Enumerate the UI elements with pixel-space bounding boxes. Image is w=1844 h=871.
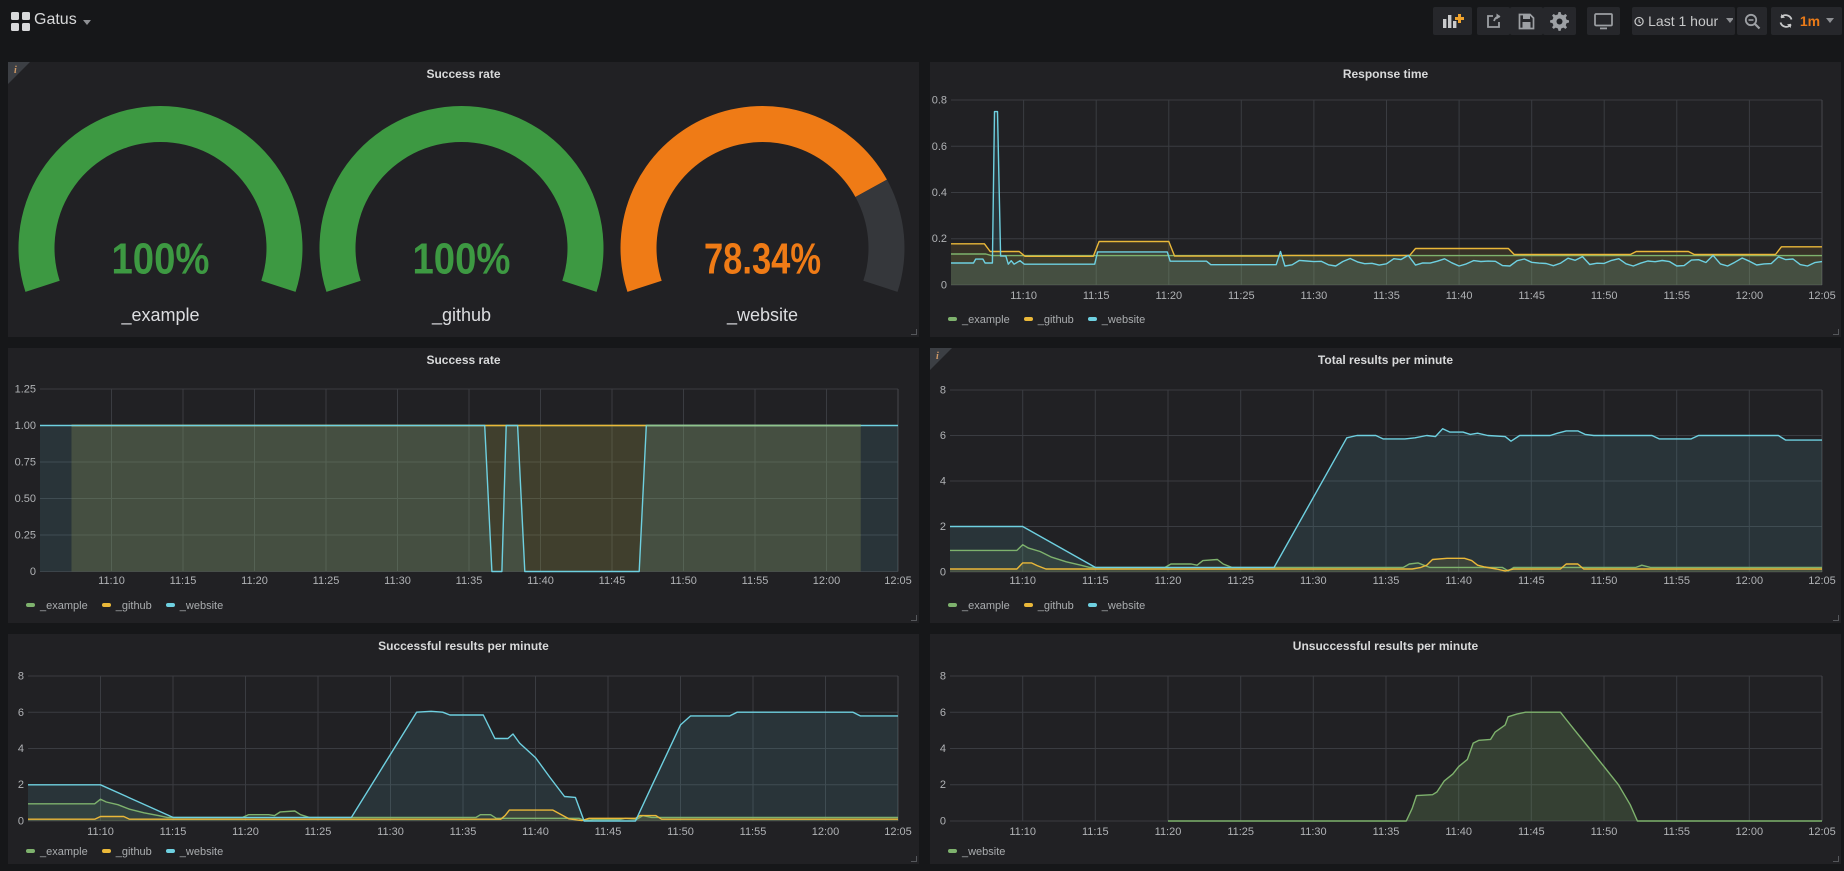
- svg-text:11:25: 11:25: [1227, 575, 1254, 587]
- svg-text:2: 2: [18, 779, 24, 791]
- svg-text:11:55: 11:55: [742, 575, 769, 587]
- svg-text:1.00: 1.00: [15, 420, 36, 432]
- svg-text:2: 2: [940, 779, 946, 791]
- svg-text:11:15: 11:15: [160, 826, 187, 838]
- svg-text:11:30: 11:30: [1300, 826, 1327, 838]
- svg-text:0: 0: [940, 816, 946, 828]
- svg-text:11:55: 11:55: [740, 826, 767, 838]
- svg-text:0.50: 0.50: [15, 493, 36, 505]
- svg-text:11:40: 11:40: [1445, 575, 1472, 587]
- svg-text:11:20: 11:20: [232, 826, 259, 838]
- svg-text:11:10: 11:10: [98, 575, 125, 587]
- svg-text:11:25: 11:25: [305, 826, 332, 838]
- svg-text:11:20: 11:20: [1155, 826, 1182, 838]
- svg-text:12:05: 12:05: [1808, 290, 1836, 302]
- svg-text:0.2: 0.2: [932, 233, 947, 245]
- svg-text:4: 4: [940, 743, 946, 755]
- svg-text:11:50: 11:50: [1591, 575, 1618, 587]
- svg-text:12:00: 12:00: [813, 575, 841, 587]
- svg-text:12:05: 12:05: [884, 826, 912, 838]
- svg-text:11:15: 11:15: [1083, 290, 1110, 302]
- svg-text:12:00: 12:00: [1736, 826, 1764, 838]
- svg-text:11:20: 11:20: [1155, 575, 1182, 587]
- svg-text:0: 0: [30, 566, 36, 578]
- svg-text:11:45: 11:45: [595, 826, 622, 838]
- svg-text:11:25: 11:25: [313, 575, 340, 587]
- svg-text:11:35: 11:35: [1373, 575, 1400, 587]
- svg-text:11:35: 11:35: [456, 575, 483, 587]
- svg-text:11:15: 11:15: [1082, 826, 1109, 838]
- svg-text:8: 8: [940, 671, 946, 683]
- svg-text:11:40: 11:40: [1446, 290, 1473, 302]
- svg-text:11:30: 11:30: [384, 575, 411, 587]
- svg-text:11:45: 11:45: [599, 575, 626, 587]
- svg-text:0: 0: [18, 816, 24, 828]
- svg-text:11:35: 11:35: [450, 826, 477, 838]
- svg-text:4: 4: [940, 476, 946, 488]
- svg-text:0: 0: [940, 567, 946, 579]
- svg-text:0.25: 0.25: [15, 530, 36, 542]
- svg-text:11:10: 11:10: [1009, 826, 1036, 838]
- svg-text:8: 8: [18, 671, 24, 683]
- svg-text:11:25: 11:25: [1227, 826, 1254, 838]
- svg-text:0.4: 0.4: [932, 187, 947, 199]
- svg-text:100%: 100%: [112, 235, 210, 284]
- svg-text:11:50: 11:50: [1591, 826, 1618, 838]
- svg-text:11:45: 11:45: [1518, 575, 1545, 587]
- svg-text:12:05: 12:05: [884, 575, 912, 587]
- svg-text:11:35: 11:35: [1373, 290, 1400, 302]
- svg-text:0.75: 0.75: [15, 457, 36, 469]
- svg-text:11:50: 11:50: [667, 826, 694, 838]
- svg-text:11:10: 11:10: [1010, 290, 1037, 302]
- svg-text:11:45: 11:45: [1518, 290, 1545, 302]
- svg-text:12:05: 12:05: [1808, 575, 1836, 587]
- svg-text:11:35: 11:35: [1373, 826, 1400, 838]
- svg-text:12:00: 12:00: [1736, 290, 1764, 302]
- svg-text:11:25: 11:25: [1228, 290, 1255, 302]
- svg-text:_github: _github: [431, 305, 491, 326]
- svg-text:11:40: 11:40: [527, 575, 554, 587]
- svg-text:11:15: 11:15: [1082, 575, 1109, 587]
- svg-text:78.34%: 78.34%: [704, 235, 821, 284]
- svg-text:2: 2: [940, 521, 946, 533]
- svg-text:12:00: 12:00: [1736, 575, 1764, 587]
- svg-text:11:55: 11:55: [1663, 826, 1690, 838]
- svg-text:100%: 100%: [413, 235, 511, 284]
- svg-text:11:10: 11:10: [1009, 575, 1036, 587]
- svg-text:11:50: 11:50: [670, 575, 697, 587]
- svg-text:11:40: 11:40: [1445, 826, 1472, 838]
- svg-text:1.25: 1.25: [15, 384, 36, 396]
- svg-text:6: 6: [940, 430, 946, 442]
- svg-text:6: 6: [940, 707, 946, 719]
- svg-text:11:20: 11:20: [241, 575, 268, 587]
- svg-text:11:45: 11:45: [1518, 826, 1545, 838]
- svg-text:11:55: 11:55: [1663, 575, 1690, 587]
- svg-text:12:00: 12:00: [812, 826, 840, 838]
- svg-text:11:20: 11:20: [1155, 290, 1182, 302]
- svg-text:_website: _website: [726, 305, 798, 326]
- svg-text:11:40: 11:40: [522, 826, 549, 838]
- svg-text:i: i: [14, 65, 17, 76]
- svg-text:_example: _example: [120, 305, 199, 326]
- svg-text:4: 4: [18, 743, 24, 755]
- svg-text:0.8: 0.8: [932, 95, 947, 107]
- svg-text:11:30: 11:30: [1300, 575, 1327, 587]
- svg-text:11:10: 11:10: [87, 826, 114, 838]
- svg-text:0: 0: [941, 280, 947, 292]
- svg-text:8: 8: [940, 385, 946, 397]
- svg-text:i: i: [936, 351, 939, 362]
- svg-text:12:05: 12:05: [1808, 826, 1836, 838]
- svg-text:11:30: 11:30: [1301, 290, 1328, 302]
- svg-text:11:30: 11:30: [377, 826, 404, 838]
- svg-text:11:50: 11:50: [1591, 290, 1618, 302]
- svg-text:0.6: 0.6: [932, 141, 947, 153]
- svg-text:11:55: 11:55: [1663, 290, 1690, 302]
- svg-text:11:15: 11:15: [170, 575, 197, 587]
- svg-text:6: 6: [18, 707, 24, 719]
